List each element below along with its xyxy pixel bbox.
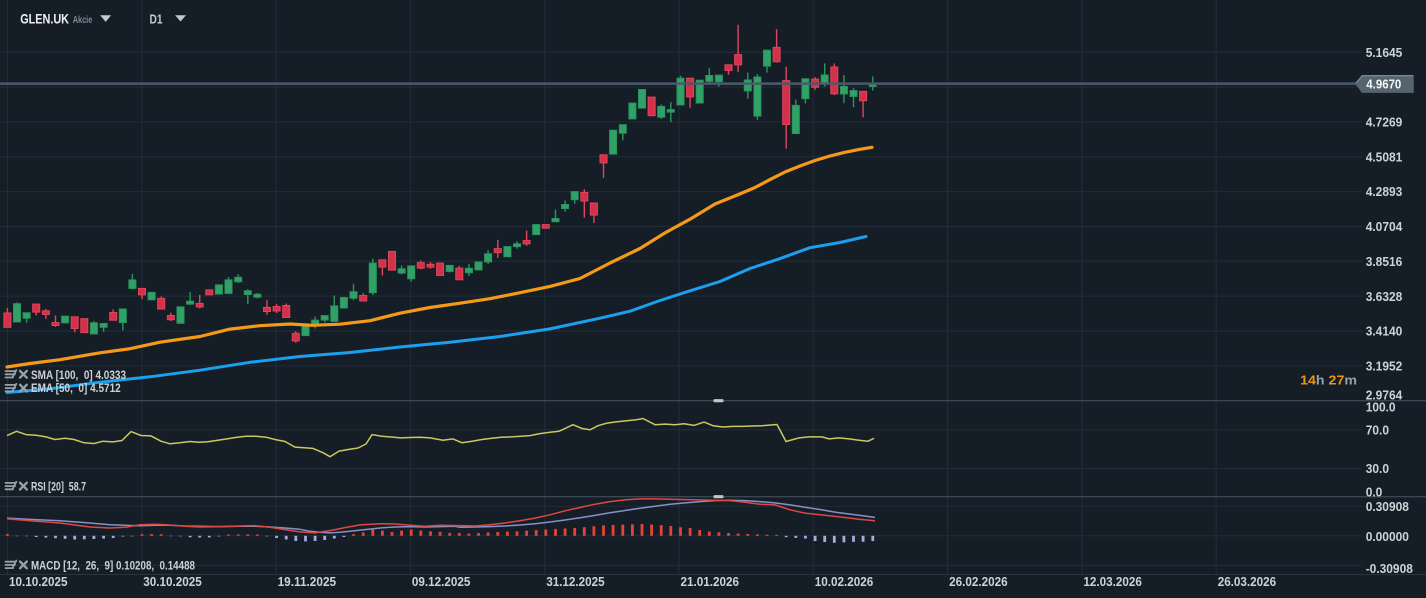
svg-text:0.0: 0.0	[1366, 484, 1383, 499]
svg-text:70.0: 70.0	[1366, 422, 1389, 437]
svg-text:4.7269: 4.7269	[1366, 115, 1403, 130]
svg-text:3.1952: 3.1952	[1366, 359, 1403, 374]
svg-text:3.4140: 3.4140	[1366, 324, 1403, 339]
svg-text:GLEN.UK: GLEN.UK	[20, 10, 69, 26]
svg-text:3.6328: 3.6328	[1366, 289, 1403, 304]
svg-text:12.03.2026: 12.03.2026	[1083, 574, 1142, 589]
svg-text:3.8516: 3.8516	[1366, 254, 1403, 269]
svg-text:-0.30908: -0.30908	[1366, 561, 1413, 576]
svg-text:09.12.2025: 09.12.2025	[412, 574, 471, 589]
svg-text:0.30908: 0.30908	[1366, 499, 1409, 514]
svg-text:14h 27m: 14h 27m	[1300, 373, 1357, 388]
svg-text:19.11.2025: 19.11.2025	[278, 574, 337, 589]
svg-text:30.0: 30.0	[1366, 461, 1389, 476]
svg-text:26.03.2026: 26.03.2026	[1218, 574, 1277, 589]
svg-text:Akcie: Akcie	[73, 14, 93, 26]
svg-text:RSI [20] 58.7: RSI [20] 58.7	[31, 480, 86, 494]
svg-text:31.12.2025: 31.12.2025	[546, 574, 605, 589]
svg-text:4.0704: 4.0704	[1366, 219, 1403, 234]
svg-text:21.01.2026: 21.01.2026	[681, 574, 740, 589]
svg-text:100.0: 100.0	[1366, 399, 1396, 414]
svg-text:10.02.2026: 10.02.2026	[815, 574, 874, 589]
svg-text:0.00000: 0.00000	[1366, 529, 1409, 544]
svg-text:MACD [12, 26, 9] 0.10208, 0: MACD [12, 26, 9] 0.10208, 0.14488	[31, 558, 195, 572]
svg-text:2.9764: 2.9764	[1366, 388, 1403, 403]
svg-text:4.2893: 4.2893	[1366, 184, 1403, 199]
svg-text:SMA [100, 0] 4.0333: SMA [100, 0] 4.0333	[31, 368, 126, 382]
svg-text:4.9670: 4.9670	[1366, 76, 1401, 91]
svg-text:4.5081: 4.5081	[1366, 149, 1403, 164]
svg-text:D1: D1	[150, 12, 163, 26]
svg-text:30.10.2025: 30.10.2025	[143, 574, 202, 589]
svg-text:10.10.2025: 10.10.2025	[9, 574, 68, 589]
svg-text:26.02.2026: 26.02.2026	[949, 574, 1008, 589]
svg-text:EMA [50, 0] 4.5712: EMA [50, 0] 4.5712	[31, 381, 121, 395]
svg-text:5.1645: 5.1645	[1366, 45, 1403, 60]
